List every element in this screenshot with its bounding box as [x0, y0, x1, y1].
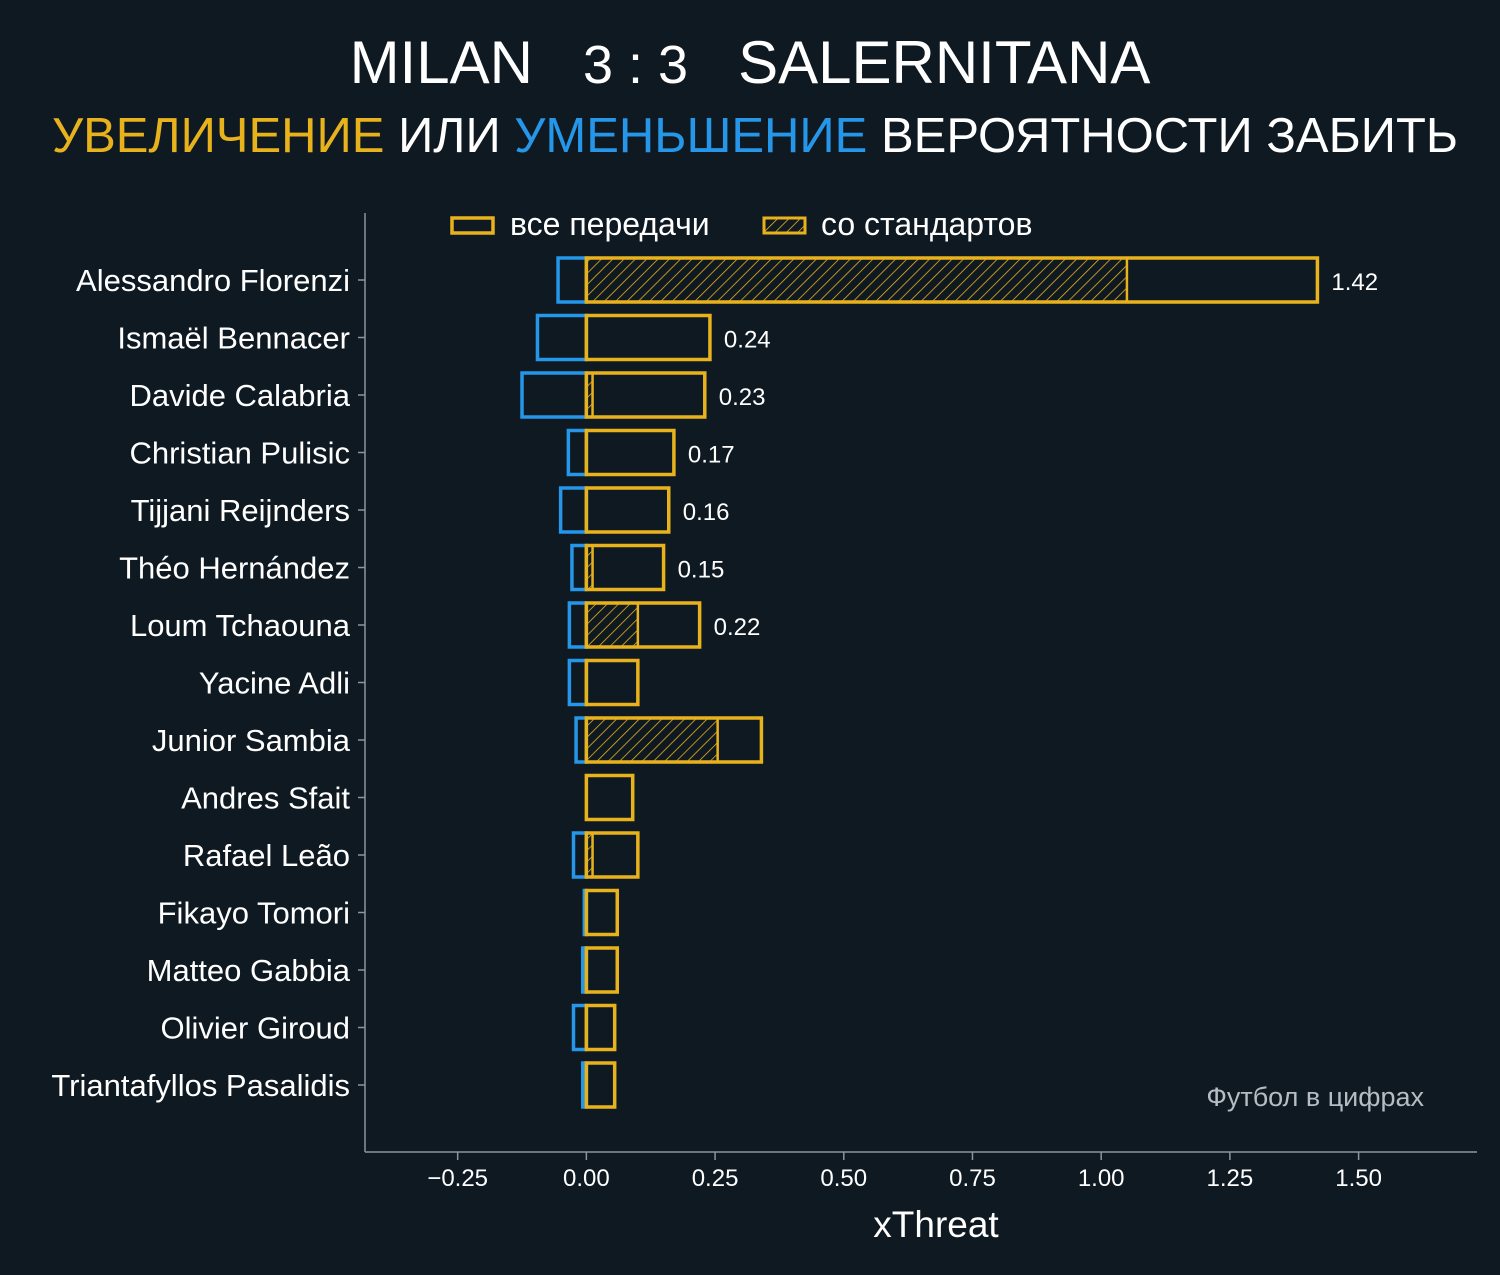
player-label: Andres Sfait — [181, 781, 350, 816]
x-tick-label: 0.50 — [820, 1165, 867, 1192]
bar-all-passes — [584, 601, 702, 649]
x-tick-label: 1.25 — [1207, 1165, 1254, 1192]
bar-negative — [567, 601, 589, 649]
bar-negative — [570, 543, 589, 592]
x-tick-label: 1.50 — [1335, 1165, 1382, 1192]
legend-label-set-pieces: со стандартов — [821, 206, 1032, 242]
bar-set-pieces — [585, 716, 719, 764]
bar-negative — [571, 1003, 589, 1052]
bar-all-passes — [584, 658, 640, 707]
bar-set-pieces — [585, 256, 1129, 304]
subtitle-increase: УВЕЛИЧЕНИЕ — [51, 109, 385, 163]
bar-all-passes — [584, 313, 712, 362]
player-label: Alessandro Florenzi — [76, 263, 350, 298]
value-label: 0.23 — [719, 384, 766, 411]
watermark: Футбол в цифрах — [1206, 1082, 1424, 1112]
bar-all-passes — [584, 716, 764, 764]
player-label: Tijjani Reijnders — [131, 493, 350, 528]
bar-negative — [558, 486, 589, 534]
subtitle-decrease: УМЕНЬШЕНИЕ — [514, 109, 868, 163]
bar-negative — [571, 831, 589, 879]
bar-negative — [520, 371, 589, 419]
player-label: Yacine Adli — [199, 666, 350, 701]
legend-swatch-set-pieces — [762, 216, 807, 235]
bar-negative — [535, 313, 589, 362]
player-label: Fikayo Tomori — [158, 896, 350, 931]
bar-all-passes — [584, 486, 671, 534]
team-away: SALERNITANA — [738, 29, 1151, 96]
bar-negative — [556, 256, 589, 304]
x-tick-label: 0.75 — [949, 1165, 996, 1192]
x-axis-label: xThreat — [873, 1204, 999, 1245]
x-tick-label: 1.00 — [1078, 1165, 1125, 1192]
bar-all-passes — [584, 1003, 617, 1052]
player-label: Loum Tchaouna — [130, 608, 351, 643]
bar-all-passes — [584, 428, 676, 477]
player-label: Triantafyllos Pasalidis — [51, 1068, 350, 1103]
player-label: Junior Sambia — [152, 723, 351, 758]
legend-swatch-all-passes — [450, 216, 495, 235]
subtitle-rest: ВЕРОЯТНОСТИ ЗАБИТЬ — [880, 109, 1459, 163]
bar-all-passes — [584, 543, 666, 592]
bar-all-passes — [584, 888, 620, 937]
subtitle-or: ИЛИ — [398, 109, 501, 163]
bar-all-passes — [584, 773, 635, 822]
chart-title: MILAN 3 : 3 SALERNITANA — [0, 28, 1500, 97]
bar-all-passes — [584, 256, 1320, 304]
score-home: 3 — [582, 35, 613, 95]
value-label: 0.17 — [688, 442, 735, 469]
score-separator: : — [628, 35, 644, 95]
player-label: Rafael Leão — [183, 838, 350, 873]
legend-label-all-passes: все передачи — [510, 206, 710, 242]
player-label: Davide Calabria — [129, 378, 350, 413]
bar-negative — [567, 658, 589, 707]
player-label: Christian Pulisic — [129, 436, 350, 471]
bar-all-passes — [584, 371, 707, 419]
x-tick-label: 0.00 — [563, 1165, 610, 1192]
score: 3 : 3 — [583, 34, 688, 96]
player-label: Matteo Gabbia — [147, 953, 351, 988]
bar-all-passes — [584, 831, 640, 879]
player-label: Ismaël Bennacer — [117, 321, 350, 356]
value-label: 0.16 — [683, 499, 730, 526]
player-label: Théo Hernández — [119, 551, 350, 586]
value-label: 1.42 — [1331, 269, 1378, 296]
team-home: MILAN — [349, 29, 533, 96]
bar-negative — [566, 428, 589, 477]
chart-subtitle: УВЕЛИЧЕНИЕ ИЛИ УМЕНЬШЕНИЕ ВЕРОЯТНОСТИ ЗА… — [0, 108, 1500, 164]
bar-set-pieces — [585, 601, 640, 649]
value-label: 0.24 — [724, 327, 771, 354]
score-away: 3 — [658, 35, 689, 95]
player-label: Olivier Giroud — [161, 1011, 351, 1046]
value-label: 0.15 — [678, 557, 725, 584]
bar-all-passes — [584, 1061, 617, 1109]
x-tick-label: −0.25 — [427, 1165, 488, 1192]
value-label: 0.22 — [714, 614, 761, 641]
x-tick-label: 0.25 — [692, 1165, 739, 1192]
bar-all-passes — [584, 946, 620, 994]
